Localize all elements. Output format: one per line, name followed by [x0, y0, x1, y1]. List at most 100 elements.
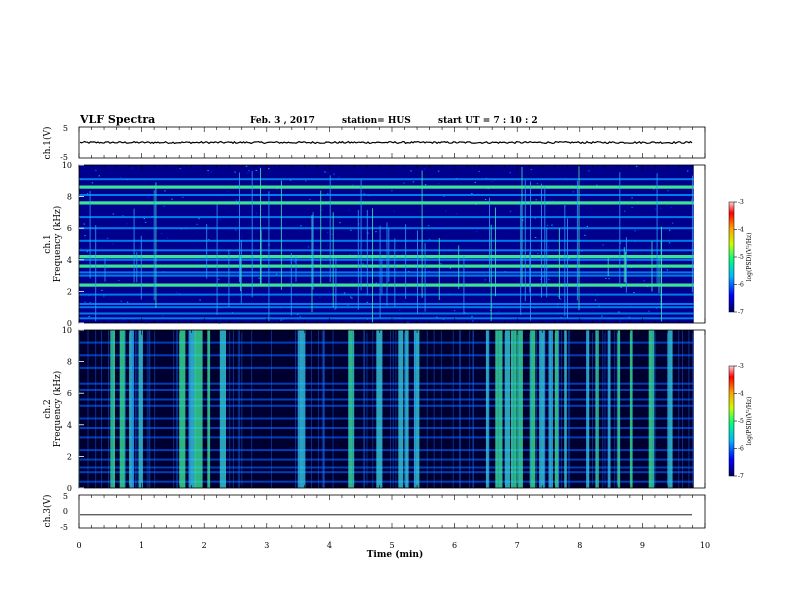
- impulse-line: [366, 330, 368, 488]
- noise-speck: [347, 217, 350, 219]
- ch2-ytick-label: 2: [67, 452, 72, 461]
- noise-speck: [147, 196, 150, 198]
- burst-stripe: [608, 330, 611, 488]
- ch1-channel-label: ch.1: [43, 234, 53, 253]
- noise-speck: [120, 300, 122, 302]
- noise-speck: [594, 299, 597, 301]
- noise-speck: [143, 218, 145, 220]
- impulse-line: [372, 330, 374, 488]
- noise-speck: [491, 305, 493, 307]
- noise-speck: [477, 193, 479, 195]
- sferic-line: [388, 228, 390, 282]
- noise-speck: [535, 199, 537, 201]
- impulse-line: [568, 330, 569, 488]
- noise-speck: [122, 215, 124, 217]
- noise-speck: [647, 246, 650, 248]
- x-tick-label: 9: [640, 541, 645, 550]
- noise-speck: [498, 311, 500, 313]
- figure-title: VLF Spectra: [79, 113, 155, 126]
- noise-speck: [112, 213, 115, 215]
- noise-speck: [612, 235, 614, 237]
- sferic-line: [95, 225, 97, 322]
- sferic-line: [280, 180, 282, 290]
- noise-speck: [210, 171, 213, 173]
- sferic-line: [133, 208, 135, 283]
- sferic-line: [544, 186, 546, 284]
- ch2-ytick-label: 6: [67, 389, 72, 398]
- noise-speck: [258, 277, 260, 279]
- noise-speck: [260, 229, 262, 231]
- noise-speck: [588, 170, 590, 172]
- ch1-ytick-label: 10: [62, 161, 72, 170]
- sferic-line: [206, 223, 208, 279]
- sferic-line: [656, 173, 658, 285]
- burst-stripe: [554, 330, 559, 488]
- noise-speck: [163, 205, 165, 207]
- noise-speck: [557, 295, 559, 297]
- noise-speck: [245, 165, 248, 167]
- noise-speck: [586, 225, 588, 227]
- noise-speck: [403, 182, 405, 184]
- impulse-line: [188, 330, 190, 488]
- noise-speck: [87, 295, 90, 297]
- x-tick-label: 5: [389, 541, 394, 550]
- impulse-line: [233, 330, 234, 488]
- impulse-line: [131, 330, 133, 488]
- noise-speck: [300, 225, 302, 227]
- noise-speck: [546, 267, 549, 269]
- noise-speck: [103, 295, 105, 297]
- noise-speck: [490, 181, 493, 183]
- impulse-line: [363, 330, 365, 488]
- noise-speck: [237, 277, 240, 279]
- x-axis-label: Time (min): [367, 549, 424, 560]
- ch1-voltage-label: ch.1(V): [42, 127, 53, 160]
- noise-speck: [196, 223, 198, 225]
- impulse-line: [95, 330, 97, 488]
- noise-speck: [401, 253, 404, 255]
- noise-speck: [378, 273, 380, 275]
- noise-speck: [635, 165, 638, 167]
- noise-speck: [660, 232, 662, 234]
- noise-speck: [412, 181, 415, 183]
- noise-speck: [620, 286, 622, 288]
- sferic-line: [558, 228, 560, 300]
- noise-speck: [668, 242, 671, 244]
- noise-speck: [84, 301, 86, 303]
- noise-speck: [345, 292, 347, 294]
- impulse-line: [654, 330, 656, 488]
- ch1-spectrogram-image: [79, 165, 705, 324]
- noise-speck: [208, 239, 210, 241]
- noise-speck: [350, 296, 352, 298]
- ch2-ytick-label: 10: [62, 326, 72, 335]
- noise-speck: [126, 223, 128, 225]
- noise-speck: [160, 233, 163, 235]
- impulse-line: [459, 330, 460, 488]
- noise-speck: [443, 195, 445, 197]
- frequency-band: [79, 466, 694, 469]
- sferic-line: [424, 243, 426, 312]
- noise-speck: [628, 316, 631, 318]
- noise-speck: [474, 181, 476, 183]
- sferic-line: [251, 170, 253, 298]
- noise-speck: [123, 319, 126, 321]
- noise-speck: [80, 248, 82, 250]
- impulse-line: [440, 330, 442, 488]
- impulse-line: [426, 330, 428, 488]
- noise-speck: [331, 233, 333, 235]
- noise-speck: [363, 244, 365, 246]
- impulse-line: [229, 330, 231, 488]
- impulse-line: [472, 330, 474, 488]
- noise-speck: [442, 318, 445, 320]
- impulse-line: [561, 330, 563, 488]
- noise-speck: [391, 190, 393, 192]
- noise-speck: [449, 267, 452, 269]
- noise-speck: [427, 225, 430, 227]
- impulse-line: [177, 330, 178, 488]
- noise-speck: [305, 180, 307, 182]
- noise-speck: [354, 278, 356, 280]
- sferic-line: [379, 225, 381, 318]
- impulse-line: [652, 330, 654, 488]
- impulse-line: [682, 330, 683, 488]
- noise-speck: [339, 190, 341, 192]
- burst-stripe: [517, 330, 523, 488]
